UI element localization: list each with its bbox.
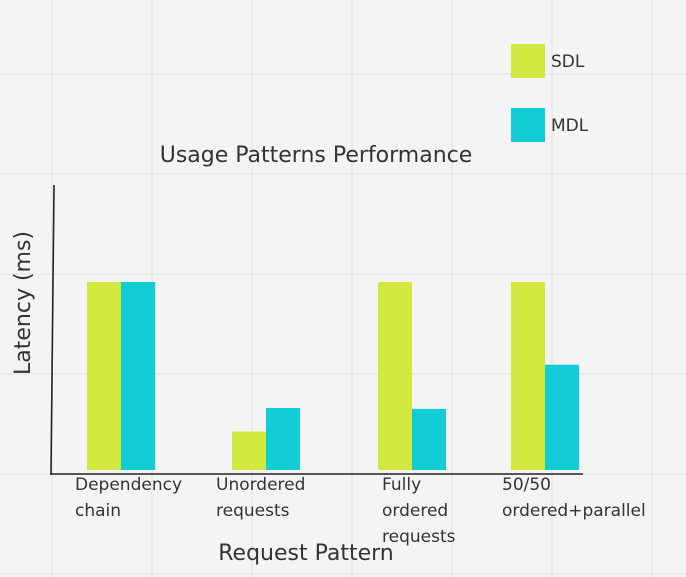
category-label-2-line-1: ordered [382, 501, 448, 521]
category-label-3-line-1: ordered+parallel [502, 501, 646, 521]
bar-mdl-1 [266, 407, 300, 470]
chart-title: Usage Patterns Performance [160, 143, 473, 168]
bar-mdl-0 [121, 282, 155, 470]
bars [87, 282, 579, 470]
legend-swatch-sdl [511, 44, 545, 78]
y-axis-label: Latency (ms) [11, 231, 36, 375]
bar-mdl-2 [412, 408, 446, 470]
legend-label-mdl: MDL [551, 116, 589, 136]
bar-sdl-3 [511, 282, 545, 470]
bar-sdl-2 [378, 282, 412, 470]
bar-sdl-1 [232, 431, 266, 470]
category-label-0-line-1: chain [75, 501, 121, 521]
bar-mdl-3 [545, 364, 579, 470]
legend: SDL MDL [511, 44, 589, 142]
category-label-1-line-0: Unordered [216, 475, 305, 495]
legend-label-sdl: SDL [551, 52, 585, 72]
legend-swatch-mdl [511, 108, 545, 142]
category-label-3-line-0: 50/50 [502, 475, 551, 495]
category-labels: Dependency chain Unordered requests Fully ord… [75, 475, 646, 547]
category-label-0-line-0: Dependency [75, 475, 182, 495]
category-label-2-line-0: Fully [382, 475, 421, 495]
category-label-1-line-1: requests [216, 501, 290, 521]
x-axis-label: Request Pattern [218, 541, 394, 566]
y-axis-line [50, 184, 55, 476]
category-label-2-line-2: requests [382, 527, 456, 547]
axes [50, 184, 583, 476]
bar-sdl-0 [87, 282, 121, 470]
